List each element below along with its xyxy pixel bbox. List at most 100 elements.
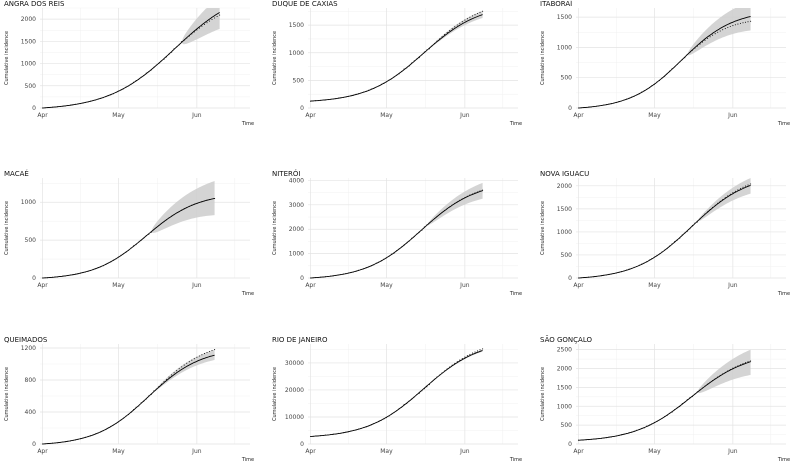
observed-point: [122, 253, 125, 255]
panel-title: DUQUE DE CAXIAS: [272, 0, 338, 8]
observed-point: [160, 383, 162, 385]
observed-point: [737, 23, 739, 25]
observed-point: [408, 65, 410, 67]
observed-point: [411, 237, 413, 239]
observed-point: [426, 224, 428, 226]
observed-point: [466, 18, 468, 20]
observed-point: [600, 104, 602, 107]
observed-point: [456, 361, 458, 363]
observed-point: [628, 97, 630, 99]
observed-point: [135, 244, 137, 246]
observed-point: [696, 45, 698, 47]
observed-point: [337, 274, 339, 276]
observed-point: [110, 261, 112, 263]
observed-point: [150, 393, 152, 395]
observed-point: [747, 361, 749, 363]
observed-point: [707, 211, 709, 213]
observed-point: [431, 45, 433, 47]
observed-point: [449, 366, 451, 368]
observed-point: [744, 21, 747, 23]
observed-point: [631, 267, 633, 269]
observed-point: [676, 407, 678, 409]
observed-point: [423, 226, 425, 228]
observed-point: [681, 59, 683, 61]
observed-point: [385, 81, 387, 83]
observed-point: [115, 91, 117, 94]
x-tick-label: Jun: [191, 112, 202, 119]
observed-point: [701, 387, 704, 389]
panel-title: ITABORAÍ: [540, 0, 572, 8]
observed-point: [337, 97, 339, 99]
observed-point: [423, 51, 425, 53]
y-tick-label: 1000: [289, 50, 304, 57]
observed-point: [719, 30, 721, 32]
observed-point: [153, 66, 155, 68]
observed-point: [74, 439, 76, 441]
observed-point: [128, 249, 130, 251]
observed-point: [633, 95, 635, 97]
observed-point: [388, 255, 390, 257]
observed-point: [413, 60, 415, 62]
observed-point: [69, 274, 71, 276]
observed-point: [57, 276, 59, 278]
y-axis-label: Cumulative incidence: [540, 31, 546, 85]
observed-point: [671, 68, 673, 70]
observed-point: [593, 438, 595, 440]
observed-point: [707, 383, 709, 385]
observed-point: [173, 214, 175, 216]
observed-point: [390, 78, 393, 80]
observed-point: [178, 368, 180, 370]
observed-point: [479, 190, 481, 192]
observed-point: [347, 431, 350, 433]
observed-point: [355, 270, 357, 272]
observed-point: [482, 189, 484, 191]
x-axis-label: Time: [509, 291, 522, 297]
observed-point: [638, 428, 640, 431]
observed-point: [603, 437, 605, 439]
observed-point: [431, 220, 433, 222]
observed-point: [193, 31, 195, 33]
observed-point: [325, 276, 327, 278]
observed-point: [620, 100, 623, 102]
observed-point: [201, 25, 203, 27]
observed-point: [130, 411, 132, 413]
observed-point: [388, 79, 390, 81]
observed-point: [704, 385, 706, 387]
observed-point: [214, 349, 216, 351]
y-tick-label: 20000: [285, 387, 304, 394]
observed-point: [598, 438, 600, 440]
observed-point: [413, 235, 415, 238]
observed-point: [122, 417, 125, 419]
observed-point: [375, 421, 377, 423]
observed-point: [605, 104, 607, 106]
observed-point: [87, 270, 89, 272]
observed-point: [441, 211, 443, 213]
observed-point: [451, 364, 453, 366]
observed-point: [49, 276, 51, 279]
observed-point: [742, 186, 744, 188]
observed-point: [626, 269, 628, 271]
observed-point: [350, 430, 352, 432]
observed-point: [355, 93, 357, 95]
observed-point: [100, 266, 102, 268]
observed-point: [368, 266, 370, 268]
observed-point: [163, 221, 165, 223]
observed-point: [471, 352, 474, 354]
observed-point: [459, 199, 461, 201]
observed-point: [474, 192, 476, 194]
observed-point: [92, 99, 94, 102]
observed-point: [433, 378, 436, 380]
observed-point: [643, 262, 645, 264]
observed-point: [610, 273, 612, 275]
y-tick-label: 1000: [21, 199, 36, 206]
observed-point: [408, 400, 410, 402]
observed-point: [461, 198, 463, 200]
observed-point: [441, 36, 443, 38]
observed-point: [714, 33, 716, 35]
observed-point: [709, 381, 711, 383]
observed-point: [332, 433, 334, 435]
observed-point: [201, 201, 203, 203]
y-axis-label: Cumulative incidence: [272, 367, 278, 421]
fitted-curve: [310, 14, 483, 102]
